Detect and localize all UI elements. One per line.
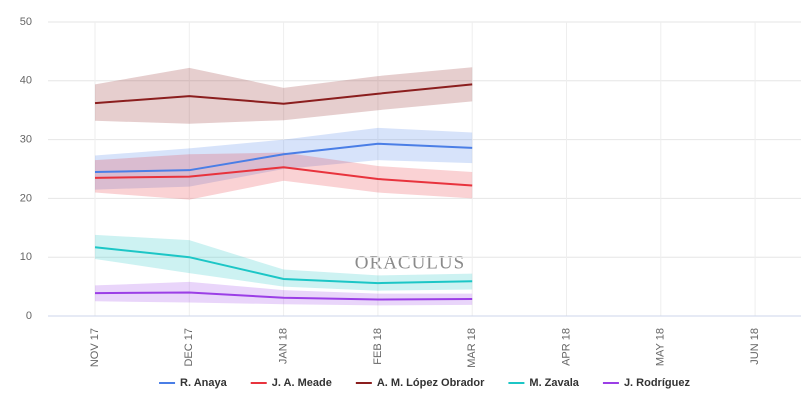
y-tick-label: 10	[20, 251, 32, 263]
y-tick-label: 50	[20, 16, 32, 28]
x-tick-label: JAN 18	[278, 328, 290, 364]
confidence-band	[95, 152, 473, 200]
line	[94, 291, 473, 301]
y-tick-label: 20	[20, 192, 32, 204]
legend-item: A. M. López Obrador	[355, 377, 485, 389]
watermark: ORACULUS	[355, 252, 465, 273]
legend-label: R. Anaya	[180, 377, 228, 389]
confidence-band	[95, 234, 473, 291]
x-tick-label: MAY 18	[655, 328, 667, 366]
line	[94, 166, 473, 187]
x-tick-label: NOV 17	[89, 328, 101, 367]
line	[94, 142, 473, 173]
y-tick-label: 40	[20, 75, 32, 87]
confidence-band	[95, 67, 473, 124]
legend: R. Anaya J. A. Meade A. M. López Obrador M.…	[159, 377, 690, 389]
line	[94, 83, 473, 105]
legend-label: J. Rodríguez	[624, 377, 691, 389]
x-tick-label: APR 18	[560, 328, 572, 366]
x-tick-label: JUN 18	[749, 328, 761, 365]
y-tick-label: 0	[26, 310, 32, 322]
legend-item: J. A. Meade	[250, 377, 332, 389]
line	[94, 246, 473, 285]
x-tick-label: MAR 18	[466, 328, 478, 368]
legend-item: R. Anaya	[159, 377, 228, 389]
legend-item: J. Rodríguez	[602, 377, 691, 389]
y-tick-label: 30	[20, 134, 32, 146]
x-tick-label: FEB 18	[372, 328, 384, 365]
legend-item: M. Zavala	[508, 377, 580, 389]
legend-label: A. M. López Obrador	[377, 377, 485, 389]
x-tick-label: DEC 17	[183, 328, 195, 367]
legend-label: M. Zavala	[529, 377, 579, 389]
legend-label: J. A. Meade	[272, 377, 332, 389]
